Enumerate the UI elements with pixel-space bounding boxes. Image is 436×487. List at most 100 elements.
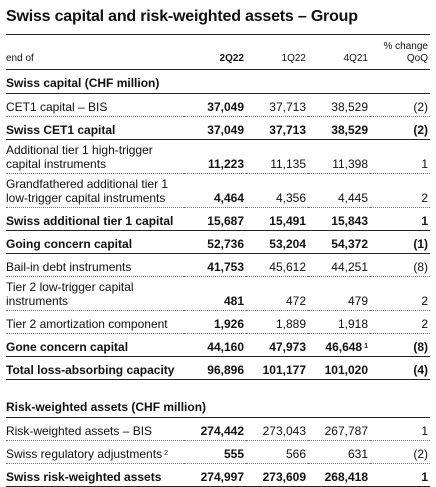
value-2q22: 37,049 xyxy=(184,116,246,140)
value-4q21: 54,372 xyxy=(308,230,370,254)
section-title-rwa: Risk-weighted assets (CHF million) xyxy=(6,394,430,418)
value-4q21: 268,418 xyxy=(308,463,370,487)
row-label: Grandfathered additional tier 1 low-trig… xyxy=(6,173,184,208)
value-4q21: 15,843 xyxy=(308,207,370,231)
row-label: Tier 2 low-trigger capital instruments xyxy=(6,276,184,311)
section-header-rwa: Risk-weighted assets (CHF million) xyxy=(6,394,430,418)
section-title-capital: Swiss capital (CHF million) xyxy=(6,69,430,94)
header-4q21: 4Q21 xyxy=(308,34,370,70)
row-label: Swiss CET1 capital xyxy=(6,116,184,140)
section-spacer xyxy=(6,380,430,395)
value-1q22: 11,135 xyxy=(246,139,308,174)
value-2q22: 1,926 xyxy=(184,310,246,334)
value-2q22: 41,753 xyxy=(184,253,246,277)
value-pct-change: 2 xyxy=(370,173,430,208)
header-pct-change: % change QoQ xyxy=(370,34,430,70)
table-row: Swiss risk-weighted assets 274,997 273,6… xyxy=(6,463,430,487)
row-label: Additional tier 1 high-trigger capital i… xyxy=(6,139,184,174)
row-label: Bail-in debt instruments xyxy=(6,253,184,277)
table-row: Swiss additional tier 1 capital 15,687 1… xyxy=(6,207,430,231)
row-label: Risk-weighted assets – BIS xyxy=(6,417,184,441)
value-2q22: 274,442 xyxy=(184,417,246,441)
value-2q22: 37,049 xyxy=(184,93,246,117)
value-2q22: 15,687 xyxy=(184,207,246,231)
value-2q22: 555 xyxy=(184,440,246,464)
value-1q22: 47,973 xyxy=(246,333,308,357)
table-row: Grandfathered additional tier 1 low-trig… xyxy=(6,173,430,208)
table-title: Swiss capital and risk-weighted assets –… xyxy=(6,8,358,25)
value-2q22: 44,160 xyxy=(184,333,246,357)
footnote-marker: 2 xyxy=(164,450,168,457)
row-label: CET1 capital – BIS xyxy=(6,93,184,117)
value-pct-change: 1 xyxy=(370,207,430,231)
value-pct-change: 1 xyxy=(370,417,430,441)
value-4q21: 101,020 xyxy=(308,356,370,380)
value-1q22: 15,491 xyxy=(246,207,308,231)
value-1q22: 273,043 xyxy=(246,417,308,441)
value-1q22: 101,177 xyxy=(246,356,308,380)
value-1q22: 37,713 xyxy=(246,116,308,140)
row-label: Tier 2 amortization component xyxy=(6,310,184,334)
value-pct-change: 1 xyxy=(370,463,430,487)
table-row: Swiss regulatory adjustments 2 555 566 63… xyxy=(6,440,430,464)
value-4q21-cell: 46,648 1 xyxy=(308,333,370,357)
value-pct-change: 1 xyxy=(370,139,430,174)
row-label-cell: Swiss regulatory adjustments 2 xyxy=(6,440,184,464)
row-label: Going concern capital xyxy=(6,230,184,254)
table-row: Total loss-absorbing capacity 96,896 101… xyxy=(6,356,430,380)
value-4q21: 46,648 xyxy=(325,340,363,354)
value-pct-change: 2 xyxy=(370,276,430,311)
table-row: Tier 2 amortization component 1,926 1,88… xyxy=(6,310,430,334)
value-4q21: 267,787 xyxy=(308,417,370,441)
header-1q22: 1Q22 xyxy=(246,34,308,70)
section-header-capital: Swiss capital (CHF million) xyxy=(6,69,430,94)
row-label: Total loss-absorbing capacity xyxy=(6,356,184,380)
header-2q22: 2Q22 xyxy=(184,34,246,70)
value-4q21: 1,918 xyxy=(308,310,370,334)
row-label: Swiss risk-weighted assets xyxy=(6,463,184,487)
value-4q21: 11,398 xyxy=(308,139,370,174)
value-1q22: 1,889 xyxy=(246,310,308,334)
table-row: Swiss CET1 capital 37,049 37,713 38,529 … xyxy=(6,116,430,140)
value-2q22: 481 xyxy=(184,276,246,311)
value-pct-change: (1) xyxy=(370,230,430,254)
value-pct-change: (2) xyxy=(370,93,430,117)
row-label: Gone concern capital xyxy=(6,333,184,357)
table-row: Tier 2 low-trigger capital instruments 4… xyxy=(6,276,430,311)
value-1q22: 4,356 xyxy=(246,173,308,208)
header-pct-change-line2: QoQ xyxy=(406,53,428,64)
value-2q22: 274,997 xyxy=(184,463,246,487)
value-pct-change: (4) xyxy=(370,356,430,380)
value-pct-change: 2 xyxy=(370,310,430,334)
value-4q21: 38,529 xyxy=(308,93,370,117)
table-row: Additional tier 1 high-trigger capital i… xyxy=(6,139,430,174)
table-row: Bail-in debt instruments 41,753 45,612 4… xyxy=(6,253,430,277)
capital-table: end of 2Q22 1Q22 4Q21 % change QoQ Swiss … xyxy=(6,34,430,487)
value-2q22: 11,223 xyxy=(184,139,246,174)
value-1q22: 45,612 xyxy=(246,253,308,277)
report-page: Swiss capital and risk-weighted assets –… xyxy=(6,8,430,487)
header-pct-change-line1: % change xyxy=(383,41,428,52)
value-pct-change: (2) xyxy=(370,440,430,464)
value-pct-change: (8) xyxy=(370,253,430,277)
table-row: Gone concern capital 44,160 47,973 46,64… xyxy=(6,333,430,357)
value-4q21: 44,251 xyxy=(308,253,370,277)
header-row: end of 2Q22 1Q22 4Q21 % change QoQ xyxy=(6,34,430,70)
value-1q22: 37,713 xyxy=(246,93,308,117)
value-2q22: 96,896 xyxy=(184,356,246,380)
row-label: Swiss regulatory adjustments xyxy=(6,447,163,461)
value-1q22: 53,204 xyxy=(246,230,308,254)
table-row: CET1 capital – BIS 37,049 37,713 38,529 … xyxy=(6,93,430,117)
value-4q21: 631 xyxy=(308,440,370,464)
header-end-of: end of xyxy=(6,34,184,70)
value-4q21: 4,445 xyxy=(308,173,370,208)
table-row: Risk-weighted assets – BIS 274,442 273,0… xyxy=(6,417,430,441)
value-4q21: 479 xyxy=(308,276,370,311)
table-row: Going concern capital 52,736 53,204 54,3… xyxy=(6,230,430,254)
value-1q22: 566 xyxy=(246,440,308,464)
value-pct-change: (8) xyxy=(370,333,430,357)
row-label: Swiss additional tier 1 capital xyxy=(6,207,184,231)
value-1q22: 273,609 xyxy=(246,463,308,487)
value-2q22: 52,736 xyxy=(184,230,246,254)
value-4q21: 38,529 xyxy=(308,116,370,140)
